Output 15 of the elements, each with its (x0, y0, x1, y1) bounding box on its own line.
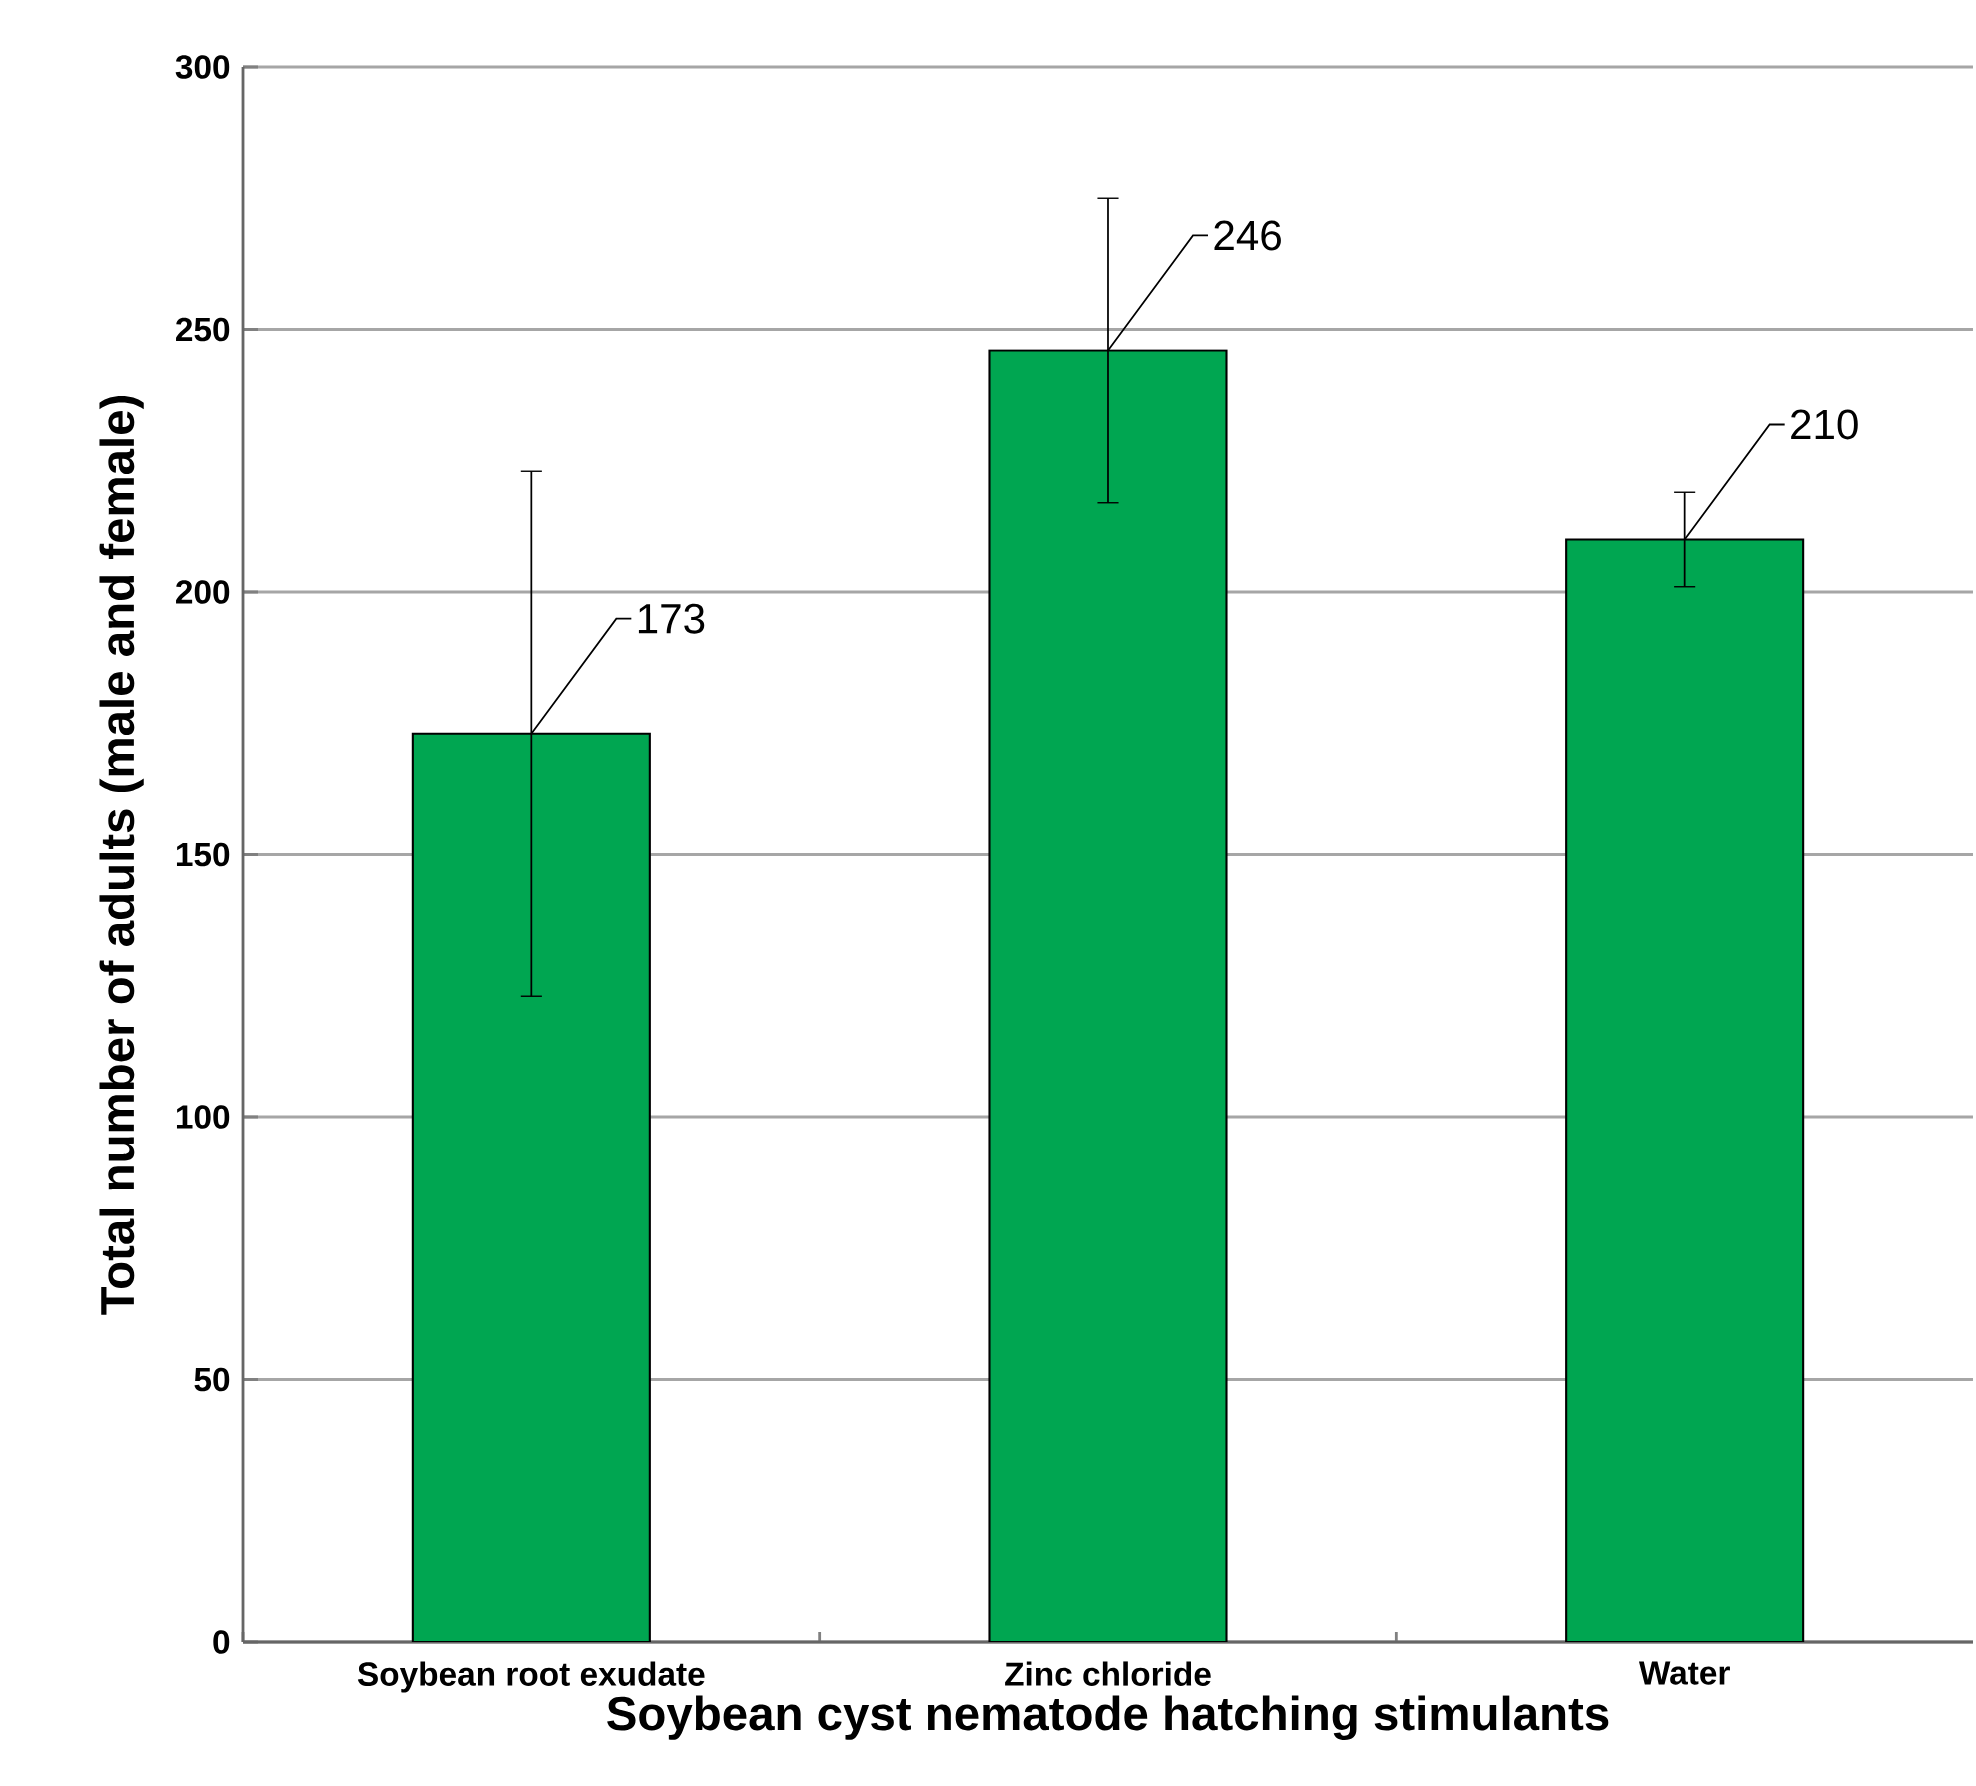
x-tick-label: Water (1638, 1661, 1730, 1685)
y-tick-label: 200 (176, 580, 230, 604)
y-tick-label: 250 (176, 317, 230, 342)
data-label: 210 (1791, 409, 1858, 440)
x-tick-label: Soybean root exudate (357, 1661, 705, 1693)
y-tick-label: 0 (213, 1630, 230, 1654)
y-tick-label: 300 (175, 55, 230, 79)
x-axis-title: Soybean cyst nematode hatching stimulants (607, 1695, 1609, 1741)
y-axis-title: Total number of adults (male and female) (99, 395, 144, 1315)
x-tick-label: Zinc chloride (1005, 1661, 1211, 1686)
data-label: 246 (1214, 220, 1281, 251)
y-tick-label: 100 (176, 1105, 230, 1129)
y-tick-label: 50 (194, 1367, 230, 1392)
data-label: 173 (638, 603, 705, 634)
y-tick-label: 150 (176, 842, 230, 867)
